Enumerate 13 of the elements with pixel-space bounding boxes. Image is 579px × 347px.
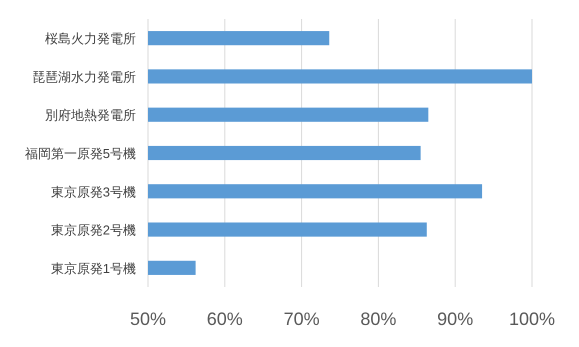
y-tick-label: 福岡第一原発5号機 [24, 146, 136, 161]
x-tick-label: 50% [130, 309, 166, 329]
y-tick-label: 東京原発3号機 [50, 184, 136, 200]
x-tick-label: 60% [206, 309, 243, 329]
y-tick-label: 琵琶湖水力発電所 [32, 69, 136, 84]
y-tick-label: 東京原発1号機 [50, 260, 136, 276]
y-tick-label: 桜島火力発電所 [45, 31, 136, 46]
x-tick-label: 90% [437, 309, 474, 329]
x-tick-label: 70% [284, 309, 320, 329]
y-tick-label: 別府地熱発電所 [45, 108, 136, 123]
y-tick-label: 東京原発2号機 [50, 222, 136, 238]
x-tick-label: 100% [508, 309, 556, 329]
x-tick-label: 80% [360, 309, 396, 329]
